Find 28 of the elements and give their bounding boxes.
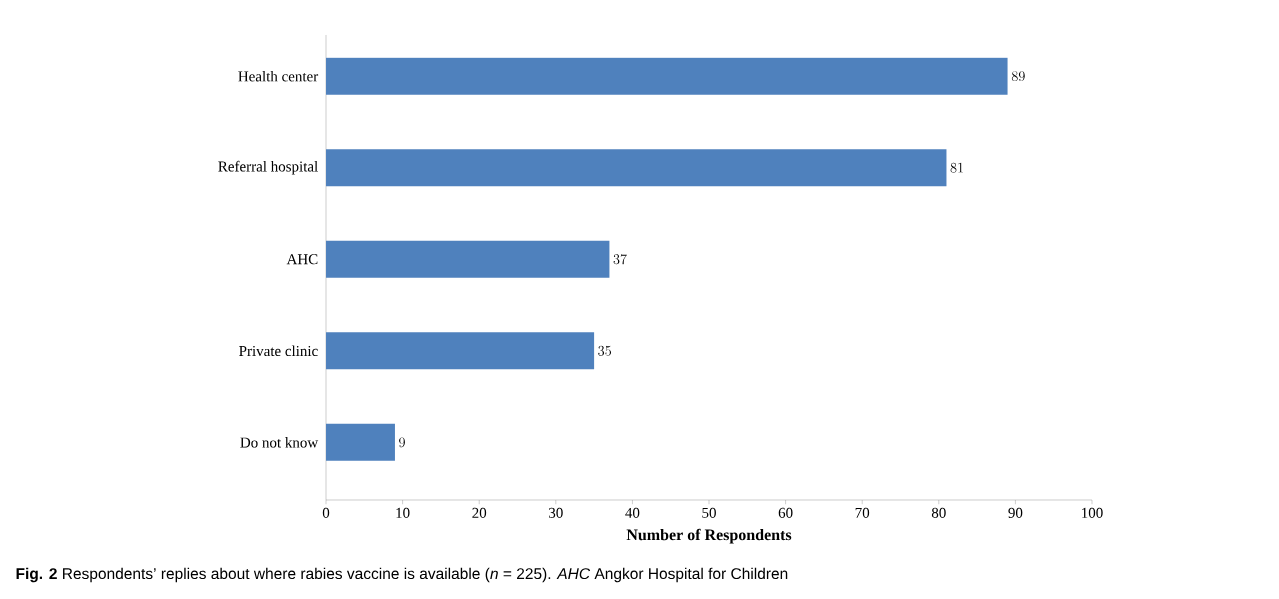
- x-tick-label: 60: [778, 507, 793, 518]
- data-label: 81: [950, 162, 963, 173]
- data-label: 37: [613, 254, 627, 265]
- x-tick-label: 70: [855, 507, 870, 518]
- x-tick-label: 0: [322, 507, 330, 518]
- y-tick-label: Referral hospital: [218, 160, 318, 175]
- bar: [326, 149, 947, 187]
- y-tick-label: Private clinic: [239, 345, 318, 357]
- x-tick-label: 40: [625, 507, 640, 518]
- y-tick-label: Do not know: [240, 437, 319, 448]
- data-label: 35: [598, 345, 612, 356]
- text: Fig. 2 Respondents’ replies about where rabies vaccine is available (n = 225). AHC Angkor Hospital for Children: [16, 567, 788, 583]
- data-label: 9: [399, 437, 405, 448]
- x-tick-label: 100: [1082, 507, 1103, 518]
- x-tick-label: 50: [702, 507, 716, 518]
- bar: [326, 240, 610, 278]
- bar: [326, 423, 395, 461]
- bar: [326, 57, 1008, 95]
- y-tick-label: Health center: [238, 70, 319, 82]
- x-tick-label: 10: [396, 507, 410, 518]
- x-tick-label: 20: [472, 507, 487, 518]
- x-axis-title: Number of Respondents: [626, 528, 792, 544]
- bar: [326, 332, 595, 370]
- data-label: 89: [1011, 71, 1025, 82]
- x-tick-label: 90: [1008, 507, 1023, 518]
- x-tick-label: 80: [931, 507, 946, 518]
- x-tick-label: 30: [549, 507, 563, 518]
- y-tick-label: AHC: [286, 254, 318, 265]
